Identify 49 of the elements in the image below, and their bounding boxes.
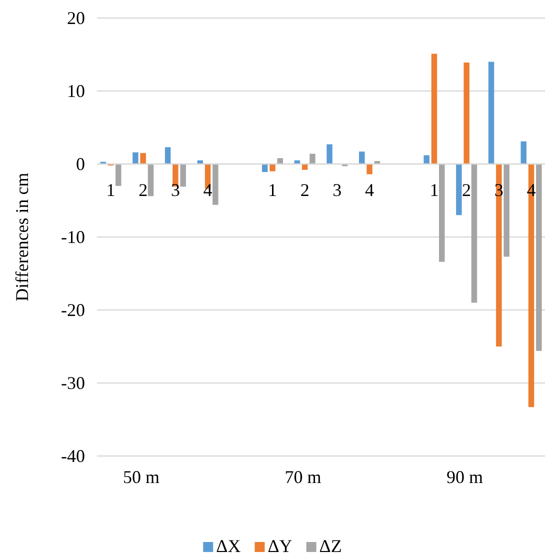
bar — [488, 62, 494, 164]
bar — [424, 155, 430, 164]
bar — [438, 164, 445, 262]
bar — [520, 141, 526, 164]
x-tick-label: 1 — [106, 180, 116, 200]
y-tick-label: -10 — [61, 226, 85, 247]
text: 70 m — [284, 467, 322, 487]
bar — [180, 164, 186, 187]
bar — [277, 158, 283, 164]
x-tick-label: 4 — [365, 180, 374, 200]
text: 50 m — [123, 467, 160, 487]
y-tick-label: 0 — [76, 154, 85, 174]
bar — [528, 164, 534, 408]
bar — [212, 164, 218, 205]
x-tick-label: 1 — [430, 180, 439, 200]
y-tick-label: 10 — [67, 80, 85, 101]
bar — [164, 147, 171, 164]
y-axis-title: Differences in cm — [12, 172, 32, 302]
bar — [132, 152, 138, 164]
bar — [262, 164, 268, 172]
text: 90 m — [446, 467, 483, 487]
x-tick-label: 1 — [268, 180, 277, 200]
bar — [464, 62, 470, 164]
bar — [326, 144, 332, 164]
x-tick-label: 2 — [138, 180, 148, 200]
legend-label: ΔX — [216, 536, 241, 555]
bar — [310, 154, 316, 164]
bar — [359, 152, 365, 164]
bar — [270, 164, 276, 172]
bar — [431, 54, 438, 164]
x-tick-label: 2 — [300, 180, 310, 200]
bar — [471, 164, 478, 303]
bar — [504, 164, 510, 257]
legend-label: ΔZ — [319, 536, 342, 555]
y-tick-label: -20 — [61, 300, 85, 320]
bar — [116, 164, 122, 186]
bar — [496, 164, 502, 346]
bar — [456, 164, 462, 216]
y-tick-label: -40 — [61, 446, 85, 466]
bar — [140, 153, 146, 164]
bar — [148, 164, 154, 196]
y-tick-label: 20 — [67, 8, 85, 28]
bar — [366, 164, 372, 174]
bar — [302, 164, 308, 170]
y-tick-label: -30 — [61, 372, 85, 393]
bar — [536, 164, 542, 351]
x-tick-label: 3 — [332, 180, 342, 200]
x-tick-label: 2 — [462, 180, 472, 200]
legend-label: ΔY — [268, 536, 292, 555]
